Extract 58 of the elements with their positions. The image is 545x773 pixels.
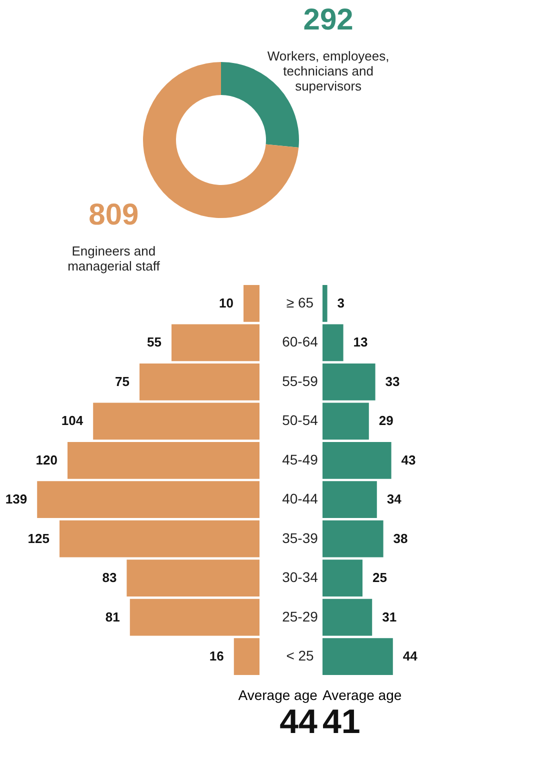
bar	[322, 560, 362, 597]
data-label: 34	[386, 492, 402, 507]
data-label: 13	[353, 334, 368, 350]
data-label: 10	[219, 295, 234, 310]
bar	[68, 442, 260, 479]
bar	[126, 560, 260, 597]
bar	[322, 638, 393, 675]
text: Average age	[322, 687, 402, 703]
data-label: 139	[5, 492, 28, 507]
bar	[37, 481, 260, 518]
y-tick-label: 40-44	[282, 490, 318, 507]
data-label: 104	[61, 413, 84, 428]
y-tick-label: < 25	[286, 648, 314, 664]
data-label: 25	[372, 570, 387, 586]
data-label: 83	[102, 570, 117, 586]
y-tick-label: 30-34	[282, 569, 318, 586]
bar	[172, 324, 260, 362]
data-label: 44	[402, 648, 418, 664]
data-label: 292	[303, 3, 354, 36]
text: 41	[322, 703, 360, 741]
data-label: 125	[28, 530, 50, 546]
data-label: 29	[378, 413, 394, 428]
bar	[322, 402, 369, 440]
slice-label: Engineers and managerial staff	[68, 244, 160, 274]
y-tick-label: ≥ 65	[286, 294, 314, 310]
slice-label: Workers, employees, technicians and supervisors	[267, 48, 390, 94]
data-label: 81	[105, 609, 120, 624]
data-label: 38	[393, 530, 408, 546]
y-tick-label: 45-49	[282, 451, 318, 468]
y-tick-label: 50-54	[282, 412, 318, 428]
y-tick-label: 55-59	[282, 372, 318, 389]
data-label: 3	[337, 295, 345, 310]
bar	[244, 285, 260, 322]
y-tick-label: 60-64	[282, 334, 318, 350]
bar	[130, 598, 260, 636]
data-label: 809	[88, 198, 139, 232]
data-label: 33	[385, 374, 400, 389]
bar	[322, 363, 376, 400]
bar	[322, 324, 344, 362]
data-label: 55	[147, 334, 162, 350]
bar	[322, 520, 384, 558]
bar	[322, 285, 328, 322]
bar	[322, 598, 372, 636]
bar	[322, 481, 377, 518]
data-label: 75	[115, 374, 130, 389]
data-label: 31	[382, 609, 397, 624]
y-tick-label: 25-29	[282, 608, 318, 624]
bar	[322, 442, 392, 479]
data-label: 43	[401, 452, 416, 468]
bar	[140, 363, 260, 400]
bar	[60, 520, 260, 558]
data-label: 120	[36, 452, 58, 468]
y-tick-label: 35-39	[282, 530, 318, 546]
bar	[93, 402, 260, 440]
text: 44	[280, 703, 318, 741]
data-label: 16	[209, 648, 224, 664]
bar	[234, 638, 260, 675]
text: Average age	[238, 687, 318, 703]
